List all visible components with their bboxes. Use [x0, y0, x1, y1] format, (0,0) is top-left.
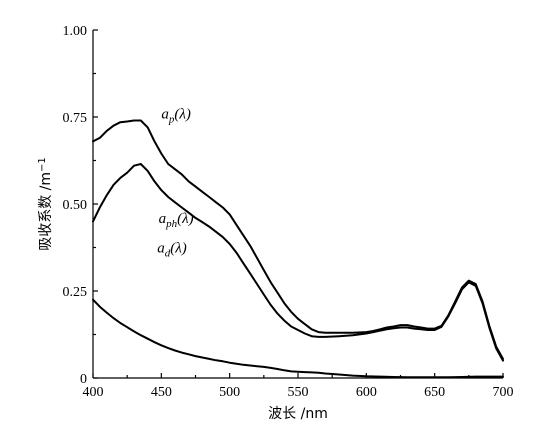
- axes: 400 450 500 550 600 650 700 0 0.25 0.50 0.75 1.00: [63, 24, 514, 400]
- y-tick-label: 1.00: [63, 24, 88, 39]
- series-label-p: ap(λ): [161, 107, 191, 126]
- y-axis-title: 吸收系数 /m−1: [37, 157, 55, 251]
- y-axis-title-main: 吸收系数 /m: [38, 172, 54, 251]
- series-lines: [92, 119, 504, 379]
- x-tick-label: 650: [424, 385, 445, 400]
- x-tick-label: 550: [288, 385, 309, 400]
- x-tick-label: 450: [151, 385, 172, 400]
- y-axis-title-sup: −1: [37, 157, 48, 172]
- series-line-d: [92, 298, 504, 379]
- series-label-d: ad(λ): [157, 241, 187, 260]
- x-tick-label: 400: [83, 385, 104, 400]
- series-line-ph: [92, 163, 504, 362]
- x-tick-label: 500: [219, 385, 240, 400]
- x-tick-label: 600: [356, 385, 377, 400]
- x-tick-label: 700: [493, 385, 514, 400]
- series-label-ph: aph(λ): [159, 211, 194, 230]
- y-tick-label: 0: [80, 372, 87, 387]
- y-tick-label: 0.50: [63, 198, 88, 213]
- x-axis-title: 波长 /nm: [268, 406, 328, 422]
- series-labels: ap(λ) aph(λ) ad(λ): [157, 107, 193, 260]
- y-tick-label: 0.25: [63, 285, 88, 300]
- y-tick-label: 0.75: [63, 111, 88, 126]
- series-line-p: [92, 119, 504, 360]
